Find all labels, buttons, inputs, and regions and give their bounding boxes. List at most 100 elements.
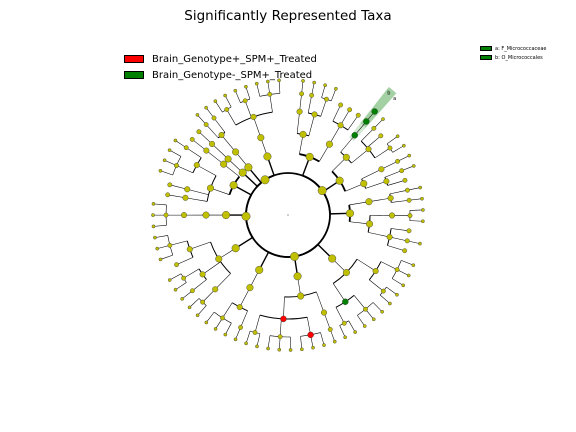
taxon-node xyxy=(405,187,410,193)
taxon-node xyxy=(195,313,200,318)
taxon-node xyxy=(399,168,405,174)
clade-legend-item-b: b: O_Micrococcales xyxy=(480,53,547,62)
taxon-node xyxy=(215,255,223,263)
branch-edge xyxy=(187,189,209,195)
branch-edge xyxy=(186,147,202,158)
taxon-node xyxy=(158,168,163,173)
taxon-node xyxy=(401,283,406,288)
branch-edge xyxy=(387,180,406,186)
taxon-node xyxy=(420,196,424,201)
taxon-node xyxy=(365,146,372,153)
taxon-node xyxy=(407,213,413,218)
taxon-node xyxy=(404,238,410,244)
branch-edge xyxy=(183,268,200,279)
taxon-node xyxy=(342,153,350,161)
branch-edge xyxy=(256,83,261,97)
branch-edge xyxy=(380,261,398,270)
taxon-node xyxy=(305,152,314,161)
taxon-node xyxy=(372,268,379,275)
taxon-node-highlighted xyxy=(307,331,314,339)
branch-edge xyxy=(269,94,273,113)
branch-edge xyxy=(279,318,282,337)
taxon-node xyxy=(242,98,248,104)
taxon-node xyxy=(301,79,305,83)
taxon-node xyxy=(406,273,411,278)
taxon-node xyxy=(167,242,173,248)
taxon-node xyxy=(151,202,156,206)
taxon-node xyxy=(411,263,416,267)
taxon-node xyxy=(174,262,179,268)
taxon-node xyxy=(411,164,416,168)
taxon-node xyxy=(324,96,329,102)
branch-edge xyxy=(320,332,325,346)
taxon-node xyxy=(309,92,315,98)
taxon-node xyxy=(218,132,225,139)
taxon-node xyxy=(325,140,333,148)
taxon-node xyxy=(151,213,155,217)
taxon-node xyxy=(267,91,273,97)
branch-edge xyxy=(360,128,375,142)
branch-edge xyxy=(389,236,408,242)
branch-arc xyxy=(302,174,331,214)
branch-edge xyxy=(176,257,194,265)
clade-legend-item-a: a: F_Micrococcaceae xyxy=(480,44,547,53)
branch-edge xyxy=(321,85,326,98)
branch-edge xyxy=(244,100,252,118)
branch-edge xyxy=(389,189,408,195)
taxon-node xyxy=(402,177,408,183)
taxon-node xyxy=(167,148,172,152)
taxon-node xyxy=(288,348,293,352)
taxon-node xyxy=(334,86,338,91)
taxon-node xyxy=(311,345,315,350)
clade-legend: a: F_Micrococcaceae b: O_Micrococcales xyxy=(480,44,547,62)
taxon-node-highlighted xyxy=(342,298,349,305)
legend-item-group-2: Brain_Genotype-_SPM+_Treated xyxy=(124,67,317,83)
branch-edge xyxy=(224,95,232,108)
taxon-node xyxy=(189,137,195,142)
taxon-node xyxy=(224,155,232,163)
taxon-node xyxy=(311,111,318,118)
taxon-node xyxy=(338,102,344,108)
taxon-node xyxy=(406,197,412,203)
taxon-node xyxy=(229,181,238,190)
taxon-node xyxy=(167,278,172,282)
taxon-node xyxy=(244,341,248,346)
branch-edge xyxy=(299,93,302,112)
taxon-node xyxy=(299,91,304,97)
branch-edge xyxy=(267,335,271,349)
branch-edge xyxy=(308,114,315,136)
branch-edge xyxy=(329,125,341,145)
taxon-node xyxy=(266,346,270,351)
branch-edge xyxy=(391,278,404,286)
taxon-node xyxy=(421,219,425,224)
branch-edge xyxy=(253,116,262,138)
group-legend: Brain_Genotype+_SPM+_Treated Brain_Genot… xyxy=(124,51,317,83)
taxon-node xyxy=(196,129,202,135)
branch-edge xyxy=(196,164,217,176)
branch-edge xyxy=(169,240,188,246)
branch-edge xyxy=(169,273,182,281)
taxon-node xyxy=(293,272,302,281)
branch-edge xyxy=(206,311,215,323)
taxon-node xyxy=(263,152,272,161)
branch-edge xyxy=(384,170,402,178)
branch-edge xyxy=(283,296,285,319)
branch-edge xyxy=(331,88,337,102)
branch-edge xyxy=(239,287,251,308)
taxon-node xyxy=(312,80,316,85)
branch-edge xyxy=(245,86,251,100)
taxon-node xyxy=(162,158,167,163)
branch-edge xyxy=(296,111,300,134)
taxon-node xyxy=(381,117,385,121)
taxon-node xyxy=(378,166,385,173)
branch-edge xyxy=(240,310,248,328)
taxon-node xyxy=(231,244,240,253)
branch-edge xyxy=(226,109,237,126)
taxon-node xyxy=(323,83,327,88)
branch-edge xyxy=(222,302,233,319)
branch-edge xyxy=(215,101,223,113)
taxon-node xyxy=(297,292,305,300)
branch-edge xyxy=(254,315,261,333)
taxon-node xyxy=(174,163,179,168)
